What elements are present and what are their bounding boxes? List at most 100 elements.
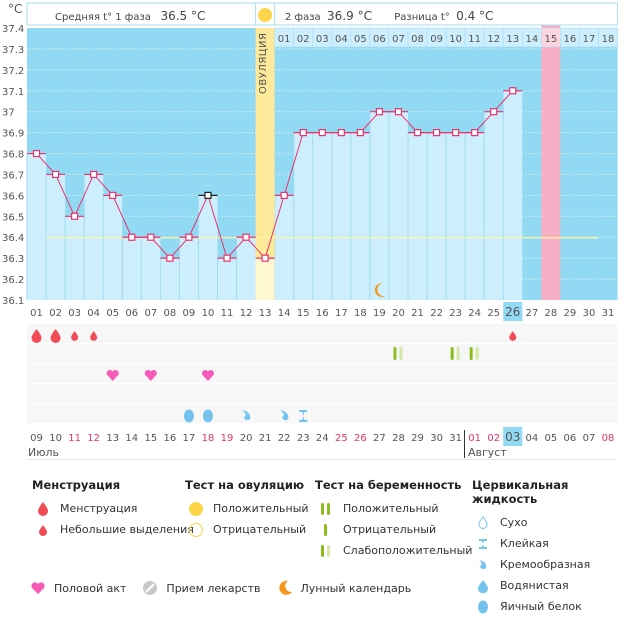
phase2-day-label: 16 [564, 34, 577, 45]
x-tick-label: 09 [183, 308, 196, 319]
x-tick-label: 07 [144, 308, 157, 319]
phase2-day-label: 06 [373, 34, 386, 45]
temperature-bar [122, 237, 142, 300]
today-highlight [503, 427, 523, 446]
temperature-point [471, 129, 479, 137]
legend-item: Небольшие выделения [32, 519, 194, 540]
legend-item: Лунный календарь [277, 580, 412, 596]
temperature-point [337, 129, 345, 137]
x-tick-label: 12 [240, 308, 253, 319]
temperature-point [51, 170, 60, 179]
temperature-point [413, 129, 422, 137]
temperature-bar [465, 132, 485, 300]
heart-icon [106, 369, 119, 381]
temperature-bar [274, 195, 294, 300]
phase2-day-label: 03 [316, 34, 329, 45]
temperature-bar [427, 132, 447, 300]
calendar-date-label: 11 [68, 433, 81, 444]
y-tick-label: 36.2 [2, 275, 24, 286]
symbol-row [27, 364, 618, 383]
calendar-date-label: 21 [259, 433, 272, 444]
temperature-bar [236, 237, 256, 300]
y-tick-label: 36.3 [2, 254, 24, 265]
legend-title: Тест на овуляцию [185, 478, 305, 492]
temperature-point [185, 233, 193, 241]
x-tick-label: 20 [392, 308, 405, 319]
calendar-date-label: 14 [125, 433, 138, 444]
egg-white-icon [183, 409, 194, 423]
x-tick-label: 21 [411, 308, 424, 319]
legend-label: Яичный белок [500, 600, 582, 613]
creamy-icon [280, 410, 289, 421]
x-tick-label: 08 [164, 308, 177, 319]
sticky-icon [299, 410, 308, 422]
divider-line [27, 459, 617, 460]
x-tick-label: 15 [297, 308, 310, 319]
legend-label: Лунный календарь [300, 581, 412, 595]
temperature-bar [331, 132, 351, 300]
x-tick-label: 16 [316, 308, 329, 319]
x-tick-label: 02 [49, 308, 62, 319]
legend-label: Отрицательный [213, 523, 307, 536]
ovulation-column [255, 28, 275, 300]
symbol-row [27, 344, 618, 363]
pregnancy-test-icon [469, 347, 473, 360]
calendar-date-label: 12 [87, 433, 100, 444]
legend-item: Прием лекарств [142, 580, 261, 596]
y-tick-label: 36.4 [2, 233, 24, 244]
pregnancy-test-icon [456, 347, 460, 360]
moon-icon [277, 580, 293, 596]
calendar-date-label: 23 [297, 433, 310, 444]
calendar-date-label: 04 [525, 433, 538, 444]
temperature-point [509, 87, 517, 95]
header-box [26, 2, 619, 26]
phase2-day-label: 04 [335, 34, 348, 45]
legend-label: Сухо [500, 516, 528, 529]
legend-label: Небольшие выделения [60, 523, 194, 536]
legend-label: Положительный [213, 502, 309, 515]
egg-white-icon [472, 599, 494, 614]
temperature-bar [65, 216, 85, 300]
diff-label: Разница t° [394, 12, 450, 23]
y-tick-label: 36.1 [2, 296, 24, 307]
temperature-point [280, 191, 288, 199]
x-tick-label: 28 [545, 308, 558, 319]
heart-icon [144, 369, 157, 381]
drop-light-icon [32, 524, 54, 536]
legend-title: Тест на беременность [315, 478, 462, 492]
calendar-date-label: 06 [564, 433, 577, 444]
legend-item: Яичный белок [472, 596, 626, 617]
legend-label: Отрицательный [343, 523, 437, 536]
legend-item: Отрицательный [185, 519, 309, 540]
phase2-day-label: 09 [430, 34, 443, 45]
temperature-point [71, 212, 79, 220]
y-tick-label: 36.6 [2, 191, 24, 202]
legend-item: Слабоположительный [315, 540, 472, 561]
x-tick-label: 23 [449, 308, 462, 319]
legend-label: Водянистая [500, 579, 569, 592]
temperature-point [299, 129, 307, 137]
pregnancy-test-icon [399, 347, 403, 360]
calendar-date-label: 05 [545, 433, 558, 444]
x-tick-label: 03 [68, 308, 81, 319]
temperature-point [261, 254, 269, 262]
temperature-bar [503, 90, 523, 301]
y-tick-label: 36.8 [2, 150, 24, 161]
y-tick-label: 37.3 [2, 45, 24, 56]
legend-label: Клейкая [500, 537, 549, 550]
sticky-icon [472, 538, 494, 550]
calendar-date-label: 18 [202, 433, 215, 444]
temperature-bar [388, 111, 408, 300]
diff-value: 0.4 °C [456, 9, 494, 23]
x-tick-label: 27 [525, 308, 538, 319]
calendar-date-label: 29 [411, 433, 424, 444]
phase2-day-label: 12 [487, 34, 500, 45]
x-tick-label: 17 [335, 308, 348, 319]
ovulation-negative-icon [185, 522, 207, 538]
phase2-day-label: 10 [449, 34, 462, 45]
calendar-date-label: 30 [430, 433, 443, 444]
legend-item: Кремообразная [472, 554, 626, 575]
phase2-value: 36.9 °C [327, 9, 372, 23]
calendar-date-label: 03 [505, 430, 520, 444]
heart-icon [30, 581, 46, 595]
